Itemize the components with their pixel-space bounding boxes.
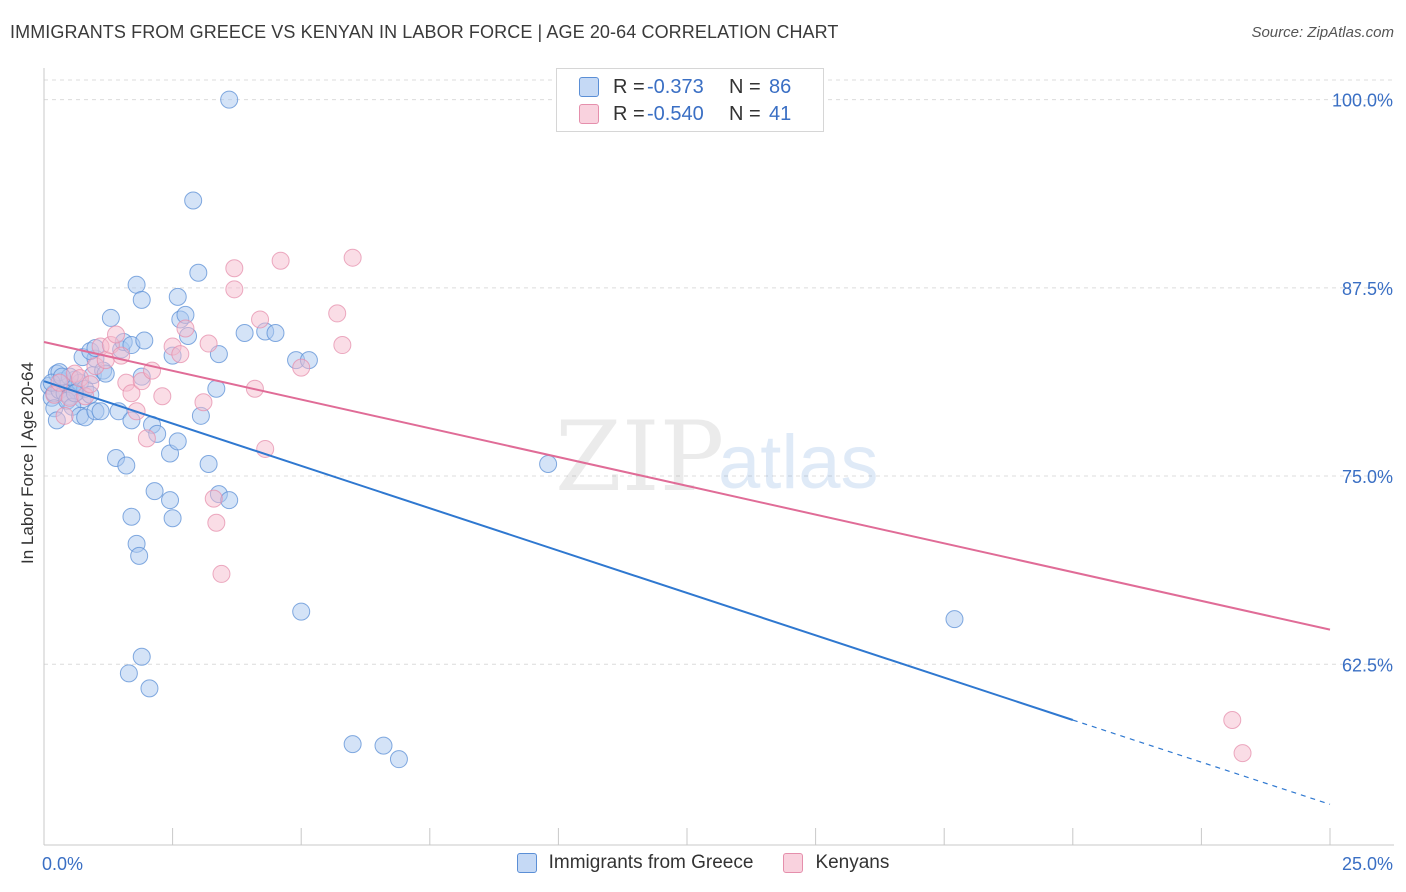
greece-swatch-icon [579, 77, 599, 97]
trend-lines [43, 341, 1331, 805]
greece-point [235, 323, 254, 342]
greece-point [539, 455, 558, 474]
greece-point [161, 491, 180, 510]
kenyan-point [328, 304, 347, 323]
greece-point [140, 679, 159, 698]
kenyan-point [292, 358, 311, 377]
gridlines [44, 79, 1394, 665]
y-tick-label: 75.0% [1342, 467, 1393, 487]
x-tick-label: 25.0% [1342, 854, 1393, 874]
greece-trend-extension [1072, 719, 1331, 805]
kenyan-point [176, 319, 195, 338]
kenyan-point [1223, 711, 1242, 730]
greece-point [117, 456, 136, 475]
watermark-zip: ZIP [555, 401, 724, 513]
kenyan-point [55, 406, 74, 425]
watermark: ZIP atlas [555, 401, 879, 513]
greece-point [132, 647, 151, 666]
greece-point [163, 509, 182, 528]
legend-label-greece: Immigrants from Greece [548, 852, 754, 873]
kenyan-point [212, 564, 231, 583]
n-label: N = [729, 75, 761, 98]
kenyan-point [225, 280, 244, 299]
greece-point [374, 736, 393, 755]
kenyan-point [225, 259, 244, 278]
legend-item-greece[interactable]: Immigrants from Greece [516, 852, 754, 874]
kenyans-swatch-icon [579, 104, 599, 124]
scatter-points [40, 90, 1252, 769]
legend-item-kenyans[interactable]: Kenyans [783, 852, 889, 874]
greece-point [389, 750, 408, 769]
legend-label-kenyans: Kenyans [815, 852, 890, 873]
r-value: -0.373 [647, 75, 704, 98]
watermark-atlas: atlas [718, 420, 879, 505]
y-tick-label: 62.5% [1342, 655, 1393, 675]
kenyan-point [171, 345, 190, 364]
kenyan-point [271, 251, 290, 270]
kenyan-point [107, 325, 126, 344]
greece-point [343, 735, 362, 754]
greece-point [101, 308, 120, 327]
kenyan-point [137, 429, 156, 448]
greece-legend-swatch-icon [516, 853, 537, 873]
greece-point [199, 455, 218, 474]
greece-trend-line [43, 380, 1074, 721]
n-label: N = [729, 102, 761, 125]
n-value: 86 [769, 75, 792, 98]
stats-legend-row-kenyans: R = -0.540 N = 41 [579, 100, 791, 128]
greece-point [145, 482, 164, 501]
chart-title: IMMIGRANTS FROM GREECE VS KENYAN IN LABO… [10, 22, 839, 42]
greece-point [127, 275, 146, 294]
kenyan-point [207, 513, 226, 532]
kenyan-point [251, 310, 270, 329]
r-value: -0.540 [647, 102, 704, 125]
kenyan-point [81, 375, 100, 394]
y-axis-title: In Labor Force | Age 20-64 [18, 362, 37, 564]
kenyan-point [122, 384, 141, 403]
y-tick-label: 87.5% [1342, 279, 1393, 299]
greece-point [292, 602, 311, 621]
greece-point [220, 491, 239, 510]
greece-point [130, 546, 149, 565]
x-tick-label: 0.0% [42, 854, 83, 874]
greece-point [168, 287, 187, 306]
stats-legend-row-greece: R = -0.373 N = 86 [579, 73, 791, 101]
greece-point [266, 323, 285, 342]
greece-point [91, 402, 110, 421]
r-label: R = [613, 75, 645, 98]
kenyan-trend-line [43, 341, 1331, 631]
greece-point [220, 90, 239, 109]
kenyan-point [204, 489, 223, 508]
series-legend: Immigrants from Greece Kenyans [0, 852, 1406, 874]
greece-point [189, 263, 208, 282]
greece-point [945, 610, 964, 629]
stats-legend: R = -0.373 N = 86 R = -0.540 N = 41 [556, 68, 824, 132]
greece-point [135, 331, 154, 350]
greece-point [168, 432, 187, 451]
axes [43, 68, 1394, 846]
greece-point [132, 290, 151, 309]
greece-point [122, 507, 141, 526]
kenyans-legend-swatch-icon [783, 853, 804, 873]
source-credit: Source: ZipAtlas.com [1251, 24, 1394, 41]
greece-point [119, 664, 138, 683]
kenyan-point [153, 387, 172, 406]
greece-point [184, 191, 203, 210]
kenyan-point [194, 393, 213, 412]
kenyan-point [343, 248, 362, 267]
y-tick-label: 100.0% [1332, 91, 1393, 111]
r-label: R = [613, 102, 645, 125]
tick-labels: 100.0% 87.5% 75.0% 62.5% 0.0% 25.0% [42, 91, 1393, 874]
kenyan-point [333, 336, 352, 355]
kenyan-point [1233, 744, 1252, 763]
n-value: 41 [769, 102, 792, 125]
kenyan-point [199, 334, 218, 353]
